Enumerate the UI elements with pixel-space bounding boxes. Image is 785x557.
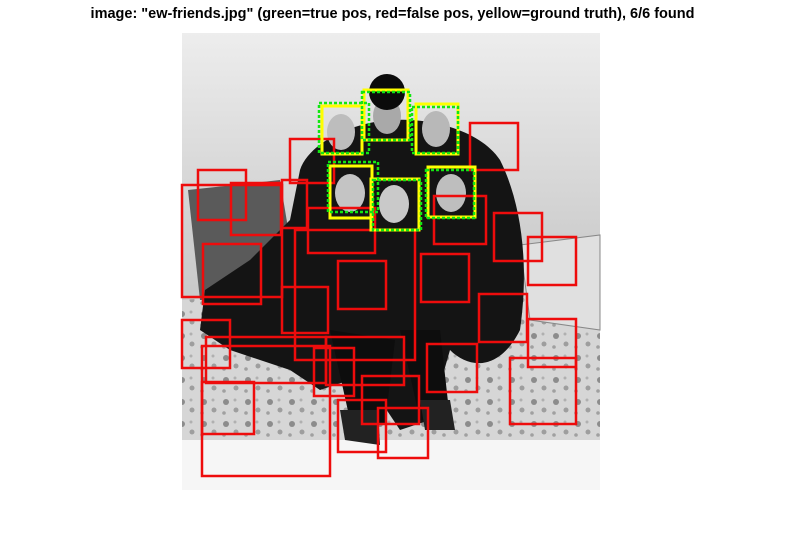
false-positive-box [526,235,578,287]
true-positive-box [424,168,476,220]
true-positive-boxes [317,90,476,232]
false-positive-box [508,356,578,426]
false-positive-box [336,398,388,454]
right-pillow [519,234,601,331]
false-positive-box [526,317,578,369]
boots [340,400,455,445]
true-positive-box [371,178,423,232]
false-positive-box [324,335,406,387]
true-positive-box [410,105,460,155]
true-positive-box [360,90,412,142]
photo-bottom-fade [182,438,600,490]
false-positive-box [280,285,330,335]
false-positive-box [196,168,248,222]
figure-title: image: "ew-friends.jpg" (green=true pos,… [90,6,695,22]
false-positive-box [432,194,488,246]
false-positive-box [280,178,309,230]
true-positive-box [326,160,380,214]
false-positive-box [425,342,479,394]
false-positive-box [468,121,520,172]
false-positive-box [312,346,356,398]
false-positive-box [180,183,284,299]
true-positive-box [317,101,371,155]
false-positive-box [419,252,471,304]
false-positive-box [376,406,430,460]
false-positive-box [201,242,263,306]
false-positive-box [336,259,388,311]
false-positive-box [200,380,256,436]
